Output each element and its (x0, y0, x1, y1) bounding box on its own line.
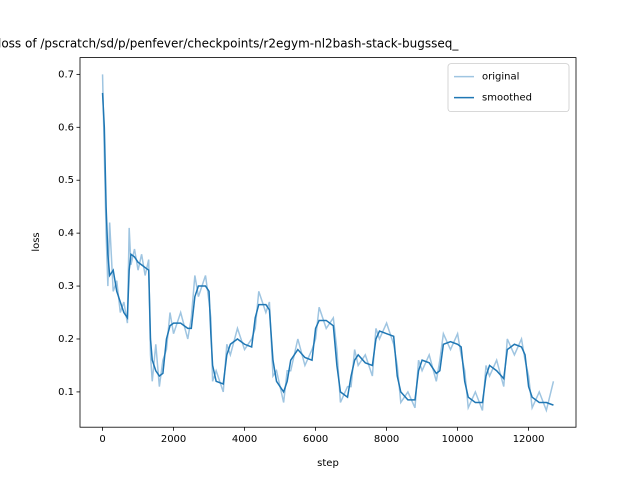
y-tick-label: 0.2 (58, 334, 74, 345)
x-tick-label: 8000 (374, 434, 399, 445)
y-tick-label: 0.3 (58, 281, 74, 292)
x-tick-label: 2000 (161, 434, 186, 445)
legend-label: original (482, 72, 519, 83)
x-axis-label: step (317, 458, 339, 469)
x-tick-label: 12000 (513, 434, 545, 445)
y-tick-label: 0.1 (58, 387, 74, 398)
x-tick-label: 6000 (303, 434, 328, 445)
x-tick-label: 10000 (442, 434, 474, 445)
legend-box (447, 63, 570, 112)
legend-label: smoothed (482, 93, 532, 104)
chart-title: loss of /pscratch/sd/p/penfever/checkpoi… (0, 37, 459, 51)
y-tick-label: 0.5 (58, 175, 74, 186)
series-line (101, 92, 554, 406)
y-tick-label: 0.6 (58, 122, 74, 133)
y-axis-label: loss (31, 232, 42, 251)
axes-frame (79, 57, 577, 428)
x-tick-label: 0 (99, 434, 105, 445)
y-tick-label: 0.4 (58, 228, 74, 239)
y-tick-label: 0.7 (58, 69, 74, 80)
x-tick-label: 4000 (232, 434, 257, 445)
